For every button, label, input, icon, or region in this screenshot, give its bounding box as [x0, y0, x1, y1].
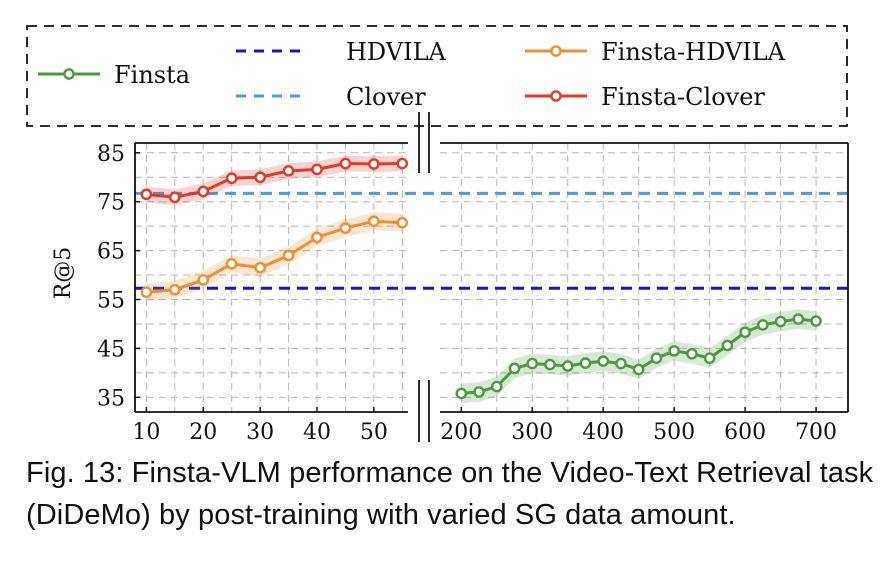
point-finsta [739, 326, 751, 339]
line-finsta-clover [146, 162, 403, 199]
point-finsta [703, 352, 716, 365]
point-finsta-clover [339, 157, 352, 170]
y-tick-label: 55 [97, 289, 125, 314]
legend-label-clover: Clover [346, 83, 426, 111]
legend-box [26, 25, 848, 127]
point-finsta-hdvila [339, 222, 352, 234]
point-finsta-hdvila [282, 249, 295, 262]
x-tick-label: 600 [724, 420, 766, 445]
x-tick-label: 400 [582, 420, 624, 445]
axes [134, 112, 849, 442]
point-finsta-clover [169, 191, 181, 204]
point-finsta [579, 357, 592, 369]
y-tick-label: 35 [97, 386, 125, 411]
point-finsta-hdvila [140, 286, 153, 298]
y-tick-label: 75 [97, 191, 125, 216]
y-tick-label: 45 [97, 337, 125, 362]
x-tick-label: 50 [360, 420, 388, 445]
line-finsta-hdvila [146, 219, 403, 294]
x-tick-label: 30 [246, 420, 274, 445]
point-finsta [473, 386, 485, 398]
reference-lines [135, 191, 848, 290]
tick-labels: 35 45 55 65 75 85 10 20 30 40 50 200 300 400 500 600 700 [97, 142, 837, 445]
y-axis-label: R@5 [51, 247, 76, 300]
point-finsta [632, 363, 645, 376]
point-finsta [686, 347, 698, 360]
x-tick-label: 200 [440, 420, 482, 445]
point-finsta-hdvila [254, 261, 266, 274]
point-finsta-hdvila [169, 283, 181, 296]
legend-marker-finsta [63, 68, 75, 80]
x-tick-label: 20 [189, 420, 217, 445]
point-finsta [650, 352, 663, 365]
point-finsta [561, 360, 574, 372]
point-finsta [615, 357, 627, 370]
chart: Finsta HDVILA Finsta-HDVILA Clover Finsta-Cl… [26, 25, 849, 445]
point-finsta-hdvila [197, 274, 210, 286]
point-finsta-clover [368, 158, 380, 170]
figure-caption: Fig. 13: Finsta-VLM performance on the V… [26, 457, 874, 531]
legend: Finsta HDVILA Finsta-HDVILA Clover Finsta-Cl… [26, 25, 848, 127]
point-finsta-clover [225, 172, 238, 185]
x-tick-label: 10 [132, 420, 160, 445]
point-finsta [526, 357, 539, 370]
point-finsta [757, 319, 769, 331]
legend-label-hdvila: HDVILA [346, 38, 447, 66]
point-finsta-hdvila [368, 215, 380, 228]
point-finsta [668, 345, 680, 357]
point-finsta [597, 355, 610, 367]
legend-label-finsta-clover: Finsta-Clover [601, 83, 765, 111]
point-finsta [810, 315, 822, 327]
series-layer [140, 155, 822, 404]
point-finsta [508, 362, 521, 375]
y-tick-label: 65 [97, 240, 125, 265]
legend-label-finsta-hdvila: Finsta-HDVILA [601, 38, 786, 66]
point-finsta [721, 339, 734, 352]
x-tick-label: 40 [303, 420, 331, 445]
point-finsta-hdvila [225, 258, 238, 270]
legend-label-finsta: Finsta [114, 61, 190, 89]
point-finsta-hdvila [396, 216, 409, 229]
point-finsta-hdvila [311, 231, 323, 244]
x-tick-label: 500 [653, 420, 695, 445]
point-finsta [455, 387, 468, 400]
band-finsta-hdvila [146, 212, 403, 301]
y-tick-label: 85 [97, 142, 125, 167]
point-finsta [490, 380, 503, 393]
x-tick-label: 700 [795, 420, 837, 445]
point-finsta-clover [140, 188, 153, 201]
point-finsta-clover [254, 171, 266, 184]
legend-marker-finsta-hdvila [550, 45, 562, 57]
point-finsta [774, 315, 787, 328]
band-finsta-clover [146, 155, 403, 206]
legend-marker-finsta-clover [550, 90, 562, 102]
x-tick-label: 300 [511, 420, 553, 445]
point-finsta [792, 313, 805, 325]
point-finsta-clover [282, 165, 295, 177]
point-finsta-clover [396, 157, 409, 170]
grid [135, 143, 848, 412]
point-finsta-clover [311, 163, 323, 176]
point-finsta-clover [197, 185, 210, 198]
point-finsta [544, 358, 556, 371]
